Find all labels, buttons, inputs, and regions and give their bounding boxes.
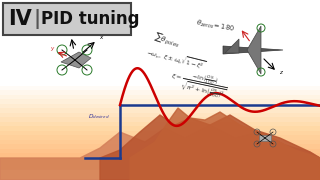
- Polygon shape: [0, 158, 320, 180]
- FancyBboxPatch shape: [3, 3, 131, 35]
- Text: $\xi=\dfrac{-\ln\!\left(\frac{OS}{100}\right)}{\sqrt{\pi^2+\ln\!\left(\frac{OS}{: $\xi=\dfrac{-\ln\!\left(\frac{OS}{100}\r…: [168, 66, 229, 102]
- Text: $-\omega_n,\ \xi\pm\omega_n\sqrt{1-\xi^2}$: $-\omega_n,\ \xi\pm\omega_n\sqrt{1-\xi^2…: [145, 45, 207, 73]
- Text: z: z: [70, 29, 73, 34]
- Polygon shape: [61, 52, 91, 68]
- Polygon shape: [0, 170, 320, 180]
- Polygon shape: [225, 39, 239, 53]
- Polygon shape: [0, 125, 320, 180]
- Text: |: |: [33, 9, 40, 29]
- Text: IV: IV: [8, 9, 32, 29]
- Polygon shape: [100, 115, 320, 180]
- Text: x: x: [99, 35, 102, 40]
- Polygon shape: [130, 108, 320, 180]
- Polygon shape: [247, 26, 261, 74]
- Polygon shape: [259, 135, 271, 141]
- Text: $\theta_{zeros}=180$: $\theta_{zeros}=180$: [195, 18, 235, 35]
- Text: PID tuning: PID tuning: [41, 10, 140, 28]
- Text: $\sum\theta_{poles}$: $\sum\theta_{poles}$: [152, 30, 181, 51]
- Polygon shape: [223, 46, 283, 54]
- Text: z: z: [279, 70, 282, 75]
- Text: $D_{desired}$: $D_{desired}$: [88, 112, 110, 121]
- Text: y: y: [50, 46, 53, 51]
